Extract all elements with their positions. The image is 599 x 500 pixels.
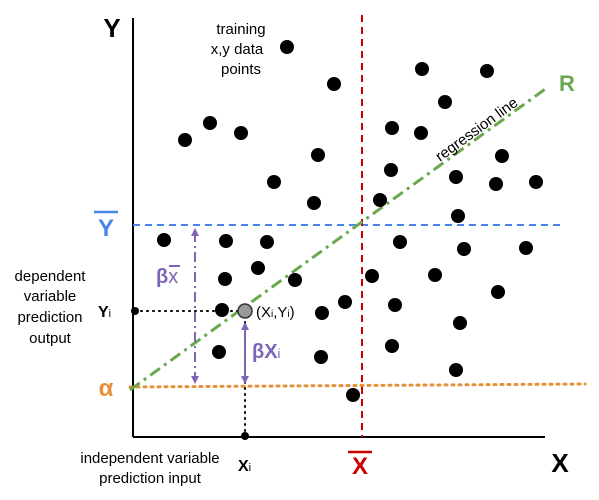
data-point: [519, 241, 533, 255]
data-point: [385, 339, 399, 353]
regression-symbol: R: [559, 71, 575, 96]
intercept-symbol: α: [99, 375, 114, 402]
dependent-line-3: prediction: [17, 309, 82, 326]
regression-line: [129, 85, 549, 392]
beta-xi-label: βXi: [252, 341, 281, 363]
independent-line-2: prediction input: [99, 470, 202, 487]
data-point: [327, 77, 341, 91]
data-point: [449, 363, 463, 377]
data-point: [260, 235, 274, 249]
data-point: [251, 261, 265, 275]
xi-marker: [241, 432, 249, 440]
dependent-line-4: output: [29, 330, 72, 347]
data-point: [314, 350, 328, 364]
data-point: [157, 233, 171, 247]
independent-line-1: independent variable: [80, 450, 219, 467]
data-point: [346, 388, 360, 402]
mean-y-symbol: Y: [98, 215, 114, 242]
legend-line-3: points: [221, 61, 261, 78]
mean-x-symbol: X: [352, 453, 368, 480]
data-point: [428, 268, 442, 282]
data-point: [215, 303, 229, 317]
data-point: [219, 234, 233, 248]
data-point: [267, 175, 281, 189]
data-point: [234, 126, 248, 140]
yi-marker: [131, 307, 139, 315]
data-point: [453, 316, 467, 330]
dependent-line-1: dependent: [15, 268, 87, 285]
legend-point-dot: [280, 40, 294, 54]
data-point: [480, 64, 494, 78]
data-point: [365, 269, 379, 283]
xi-label: Xi: [238, 458, 251, 475]
yi-label: Yi: [98, 304, 111, 321]
data-point: [307, 196, 321, 210]
data-point: [438, 95, 452, 109]
highlight-point: [237, 303, 253, 319]
data-point: [449, 170, 463, 184]
data-point: [489, 177, 503, 191]
data-point: [529, 175, 543, 189]
data-point: [388, 298, 402, 312]
intercept-line: [128, 382, 587, 389]
legend-line-1: training: [216, 21, 265, 38]
data-point: [212, 345, 226, 359]
y-axis-label: Y: [103, 13, 120, 43]
data-point: [385, 121, 399, 135]
legend-line-2: x,y data: [211, 41, 264, 58]
beta-xbar-label: βx: [156, 266, 178, 288]
data-point: [414, 126, 428, 140]
data-point: [495, 149, 509, 163]
data-point: [311, 148, 325, 162]
dependent-line-2: variable: [24, 288, 77, 305]
data-point: [451, 209, 465, 223]
x-axis-label: X: [551, 448, 569, 478]
data-points: [157, 62, 543, 402]
data-point: [178, 133, 192, 147]
data-point: [288, 273, 302, 287]
data-point: [415, 62, 429, 76]
data-point: [384, 163, 398, 177]
data-point: [373, 193, 387, 207]
data-point: [457, 242, 471, 256]
data-point: [315, 306, 329, 320]
highlight-point-label: (Xi,Yi): [256, 304, 295, 321]
data-point: [338, 295, 352, 309]
data-point: [203, 116, 217, 130]
data-point: [218, 272, 232, 286]
data-point: [491, 285, 505, 299]
data-point: [393, 235, 407, 249]
